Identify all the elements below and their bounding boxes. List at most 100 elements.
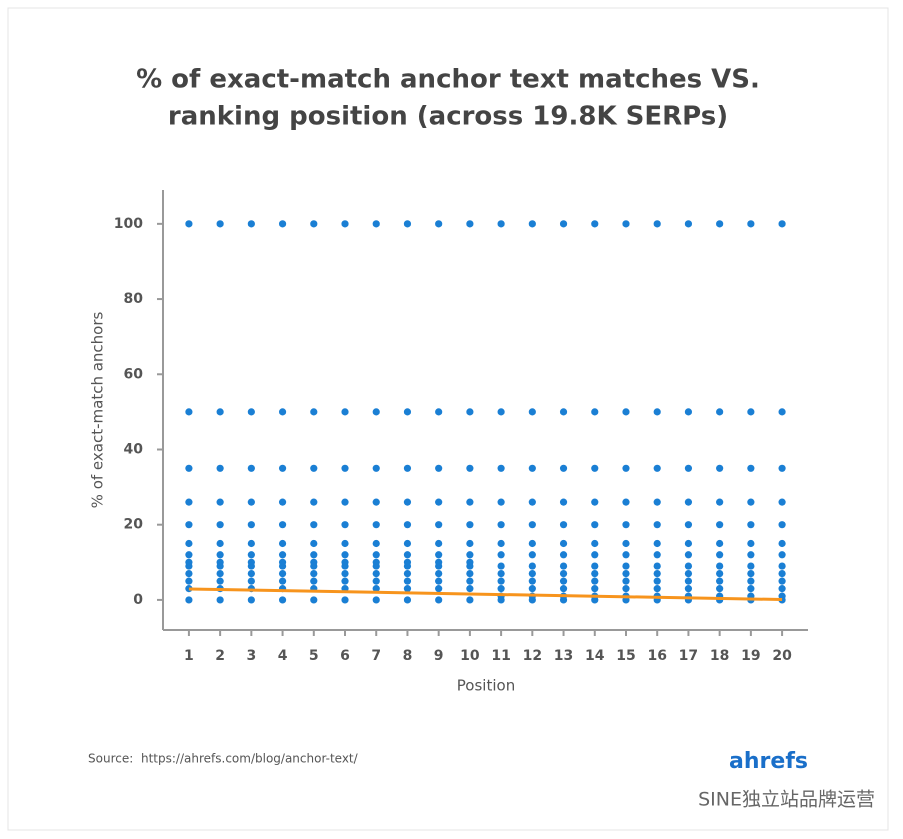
point xyxy=(341,569,349,578)
point xyxy=(559,539,568,548)
point xyxy=(403,558,412,566)
point xyxy=(622,539,630,548)
point xyxy=(435,551,443,559)
point xyxy=(497,498,505,506)
point xyxy=(216,498,224,506)
point xyxy=(684,539,693,548)
point xyxy=(403,464,412,472)
point xyxy=(247,521,255,529)
point xyxy=(403,569,412,578)
point xyxy=(435,539,443,548)
x-axis-label: Position xyxy=(457,677,515,695)
point xyxy=(247,498,255,506)
point xyxy=(497,464,505,472)
x-tick-label: 9 xyxy=(434,648,444,664)
point xyxy=(466,569,474,578)
point xyxy=(747,408,755,416)
point xyxy=(247,551,255,559)
point xyxy=(403,577,412,585)
point xyxy=(341,521,349,529)
point xyxy=(497,585,505,593)
point xyxy=(747,498,755,506)
point xyxy=(653,220,661,228)
point xyxy=(559,569,568,578)
point xyxy=(622,521,630,529)
x-tick-label: 19 xyxy=(741,648,760,664)
point xyxy=(559,562,568,570)
point xyxy=(778,464,786,472)
point xyxy=(497,521,505,529)
point xyxy=(185,464,193,472)
point xyxy=(622,498,630,506)
source-url[interactable]: https://ahrefs.com/blog/anchor-text/ xyxy=(141,752,359,766)
point xyxy=(466,521,474,529)
point xyxy=(716,220,724,228)
x-tick-label: 11 xyxy=(491,648,510,664)
point xyxy=(778,569,786,578)
point xyxy=(559,408,568,416)
point xyxy=(528,464,536,472)
point xyxy=(403,551,412,559)
chart-title: ranking position (across 19.8K SERPs) xyxy=(168,102,728,132)
point xyxy=(591,577,599,585)
y-axis-label: % of exact-match anchors xyxy=(89,311,107,508)
point xyxy=(372,585,380,593)
point xyxy=(278,569,287,578)
x-tick-label: 12 xyxy=(523,648,542,664)
point xyxy=(559,585,568,593)
point xyxy=(466,498,474,506)
point xyxy=(185,551,193,559)
point xyxy=(216,569,224,578)
point xyxy=(716,551,724,559)
point xyxy=(747,562,755,570)
point xyxy=(435,577,443,585)
point xyxy=(278,558,287,566)
point xyxy=(778,521,786,529)
point xyxy=(278,539,287,548)
point xyxy=(310,551,318,559)
point xyxy=(716,562,724,570)
point xyxy=(403,220,412,228)
point xyxy=(216,408,224,416)
point xyxy=(591,569,599,578)
point xyxy=(528,498,536,506)
point xyxy=(778,498,786,506)
point xyxy=(403,585,412,593)
point xyxy=(747,551,755,559)
chart-title: % of exact-match anchor text matches VS. xyxy=(136,65,760,95)
point xyxy=(278,408,287,416)
point xyxy=(466,596,474,604)
x-tick-label: 15 xyxy=(616,648,635,664)
point xyxy=(466,558,474,566)
point xyxy=(372,220,380,228)
point xyxy=(622,220,630,228)
point xyxy=(247,596,255,604)
point xyxy=(216,596,224,604)
point xyxy=(216,558,224,566)
point xyxy=(372,551,380,559)
point xyxy=(341,220,349,228)
point xyxy=(341,539,349,548)
point xyxy=(372,464,380,472)
point xyxy=(591,498,599,506)
point xyxy=(497,408,505,416)
point xyxy=(653,585,661,593)
point xyxy=(466,539,474,548)
point xyxy=(185,521,193,529)
point xyxy=(278,521,287,529)
point xyxy=(435,585,443,593)
point xyxy=(466,408,474,416)
point xyxy=(778,562,786,570)
point xyxy=(216,577,224,585)
point xyxy=(559,521,568,529)
point xyxy=(653,569,661,578)
point xyxy=(310,539,318,548)
point xyxy=(310,464,318,472)
point xyxy=(466,585,474,593)
point xyxy=(341,577,349,585)
point xyxy=(278,577,287,585)
point xyxy=(528,408,536,416)
point xyxy=(185,220,193,228)
point xyxy=(653,498,661,506)
